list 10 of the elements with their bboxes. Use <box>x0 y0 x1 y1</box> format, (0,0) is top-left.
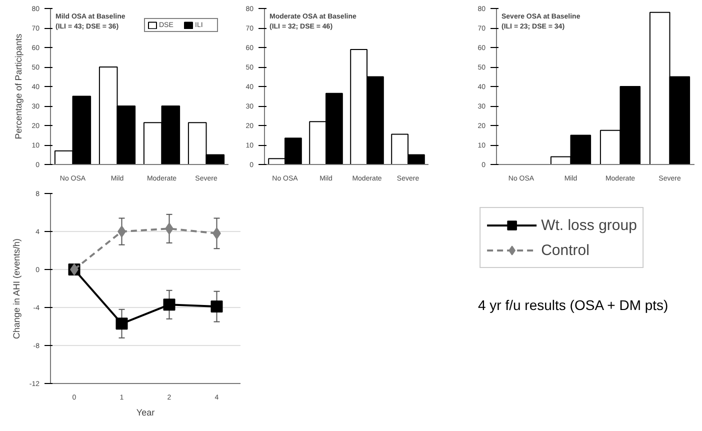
point <box>118 226 126 238</box>
legend-label: Wt. loss group <box>541 216 637 234</box>
point <box>163 298 176 311</box>
x-axis-title: Year <box>136 408 155 418</box>
text: 4 yr f/u results (OSA + DM pts) <box>478 296 668 315</box>
y-axis-title: Percentage of Participants <box>14 33 24 140</box>
legend-label: Control <box>541 242 590 258</box>
point <box>210 300 223 313</box>
y-axis-title: Change in AHI (events/h) <box>11 238 22 340</box>
point <box>116 318 128 330</box>
